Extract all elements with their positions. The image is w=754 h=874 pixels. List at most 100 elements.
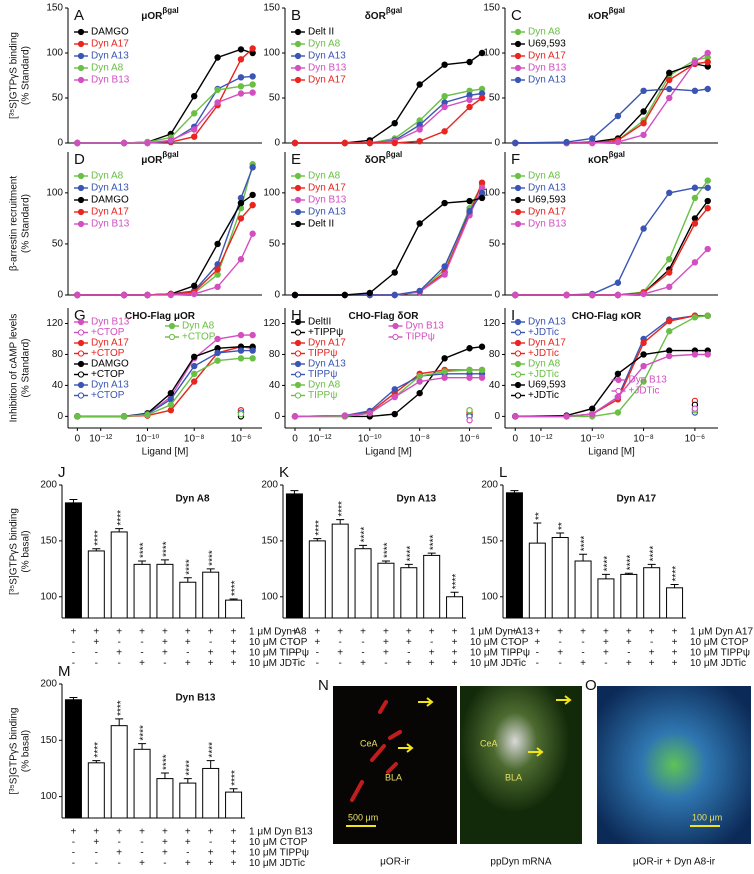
- arrow: [528, 695, 572, 757]
- error-bar: [359, 544, 368, 549]
- data-point: [691, 58, 699, 66]
- data-point: [249, 164, 256, 171]
- data-point: [466, 345, 473, 352]
- condition-mark: +: [208, 848, 214, 859]
- legend-marker: [294, 40, 302, 48]
- y-axis-label: (% Standard): [21, 339, 32, 398]
- data-point: [391, 291, 398, 299]
- data-point: [441, 263, 448, 270]
- data-point: [691, 314, 699, 321]
- condition-mark: +: [93, 627, 99, 638]
- condition-label: 1 μM Dyn A13: [470, 627, 533, 638]
- chart-title: Dyn A8: [175, 494, 210, 505]
- legend-marker: [514, 64, 522, 72]
- legend-marker: [77, 220, 85, 228]
- data-point: [237, 83, 245, 90]
- x-axis-label: Ligand [M]: [588, 447, 635, 458]
- x-tick-label: 10⁻¹²: [89, 434, 113, 445]
- bar: [87, 550, 105, 619]
- legend-marker: [77, 371, 85, 378]
- data-point: [214, 99, 221, 106]
- data-point: [466, 197, 473, 205]
- y-tick-label: 200: [261, 480, 278, 491]
- data-point: [416, 126, 423, 133]
- data-point: [478, 343, 486, 350]
- condition-mark: +: [292, 627, 298, 638]
- significance-label: ****: [184, 760, 195, 776]
- bar: [505, 492, 523, 619]
- data-point: [214, 357, 221, 364]
- legend-label: Dyn B13: [406, 321, 445, 332]
- bar: [666, 587, 684, 619]
- x-tick-label: 10⁻⁶: [231, 434, 252, 445]
- legend-label: Dyn A8: [308, 380, 341, 391]
- legend-marker: [392, 333, 399, 341]
- data-point: [366, 289, 373, 297]
- data-point: [341, 412, 349, 419]
- data-point: [291, 139, 299, 147]
- data-point: [74, 291, 81, 299]
- legend-label: Dyn A8: [308, 39, 341, 50]
- title-text: κOR: [588, 11, 609, 22]
- condition-mark: +: [71, 827, 77, 838]
- significance-label: ****: [383, 542, 394, 558]
- chart-title: CHO-Flag μOR: [125, 311, 196, 322]
- significance-label: ****: [207, 550, 218, 566]
- panel-letter: D: [74, 151, 85, 168]
- data-point: [191, 282, 198, 290]
- legend-marker: [514, 196, 522, 204]
- legend-marker: [77, 28, 85, 36]
- data-point: [666, 352, 673, 360]
- legend-label: Dyn A13: [308, 207, 346, 218]
- data-point: [416, 137, 423, 145]
- error-bar: [69, 697, 78, 700]
- condition-mark: +: [208, 648, 214, 659]
- condition-mark: -: [384, 658, 387, 669]
- condition-mark: +: [162, 827, 168, 838]
- error-bar: [183, 778, 192, 784]
- condition-label: 10 μM JDTic: [690, 658, 746, 669]
- data-point: [704, 184, 711, 191]
- condition-mark: -: [293, 648, 296, 659]
- data-point: [704, 177, 711, 184]
- significance-label: ****: [451, 574, 462, 590]
- data-point: [237, 256, 245, 263]
- y-tick-label: 0: [274, 411, 280, 422]
- significance-label: ****: [139, 542, 150, 558]
- data-point: [640, 362, 647, 370]
- data-point: [441, 199, 448, 207]
- data-point: [589, 405, 596, 412]
- y-tick-label: 200: [481, 480, 498, 491]
- title-text: CHO-Flag κOR: [572, 311, 642, 322]
- error-bar: [92, 548, 101, 551]
- legend-marker: [77, 329, 85, 336]
- condition-mark: +: [93, 837, 99, 848]
- data-point: [237, 74, 245, 81]
- legend-label: +CTOP: [91, 348, 125, 359]
- legend-marker: [294, 220, 302, 228]
- title-text: CHO-Flag δOR: [349, 311, 420, 322]
- data-point: [167, 291, 175, 299]
- condition-mark: -: [72, 837, 75, 848]
- data-point: [466, 58, 473, 66]
- caption: ppDyn mRNA: [490, 857, 551, 868]
- legend-label: Dyn A17: [91, 39, 129, 50]
- series-line: [515, 52, 709, 144]
- data-point: [191, 353, 198, 360]
- data-point: [441, 368, 448, 375]
- bar: [133, 748, 151, 819]
- data-point: [191, 362, 198, 370]
- condition-mark: -: [339, 658, 342, 669]
- condition-mark: -: [513, 637, 516, 648]
- data-point: [640, 87, 647, 95]
- condition-mark: +: [406, 627, 412, 638]
- data-point: [589, 291, 596, 299]
- data-point: [666, 347, 673, 354]
- legend-marker: [168, 322, 176, 330]
- data-point: [614, 138, 622, 146]
- significance-label: ****: [162, 541, 173, 557]
- data-point: [478, 49, 486, 57]
- data-point: [704, 58, 711, 66]
- data-point: [466, 374, 473, 381]
- caption: μOR-ir: [380, 857, 410, 868]
